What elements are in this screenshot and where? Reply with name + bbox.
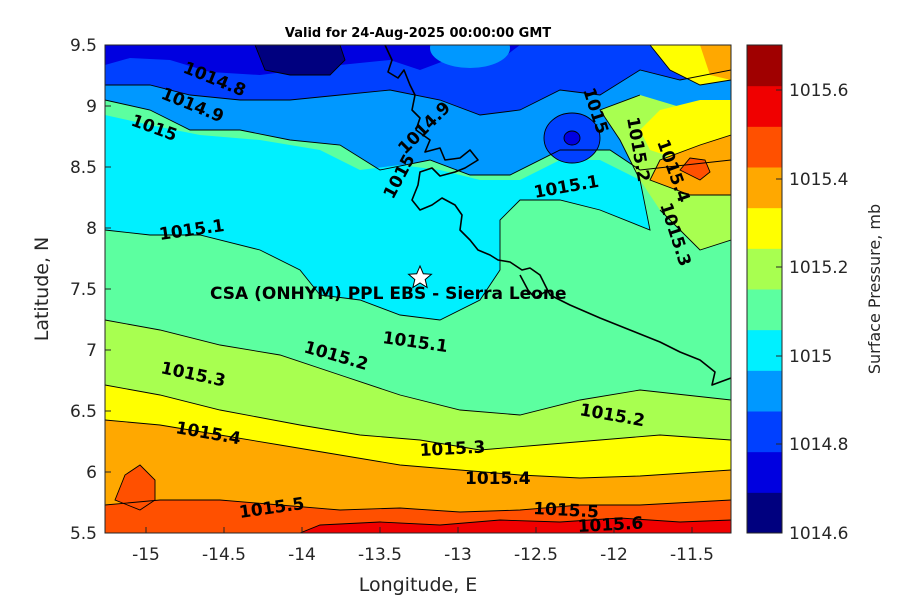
x-tick-label: -13 [444,545,472,565]
band-1015-6 [300,518,731,533]
band-1015-0 [105,115,650,320]
coastline-path [384,45,731,386]
colorbar-tick-label: 1014.8 [789,435,848,455]
low-cell-north [430,45,510,68]
site-star-marker [407,264,433,289]
y-tick-label: 8 [86,219,97,239]
contour-lines [105,45,731,533]
colorbar-swatch [747,85,782,127]
x-tick-label: -14 [288,545,316,565]
x-tick-label: -14.5 [202,545,246,565]
low-cell-core [564,131,580,145]
contour-line [679,157,711,181]
y-tick-label: 8.5 [70,158,97,178]
colorbar-tick-label: 1015.6 [789,81,848,101]
contour-line [105,94,651,321]
contour-line [543,112,601,164]
colorbar-swatch [747,126,782,168]
colorbar-swatch [747,45,782,87]
colorbar: 1015.6 1015.4 1015.2 1015 1014.8 1014.6 … [746,44,884,544]
y-tick-label: 6 [86,463,97,483]
contour-line [105,419,731,479]
colorbar-swatch [747,248,782,290]
y-axis-label: Latitude, N [31,237,53,342]
contour-line [649,45,731,86]
colorbar-tick-label: 1015.4 [789,170,848,190]
contour-field [105,45,731,533]
colorbar-swatch [747,370,782,412]
colorbar-label: Surface Pressure, mb [865,204,884,374]
colorbar-swatch [747,207,782,249]
coastline-path [519,274,546,299]
x-tick-label: -12.5 [514,545,558,565]
contour-label: 1015.4 [465,469,531,489]
x-tick-label: -13.5 [358,545,402,565]
y-tick-label: 7 [86,341,97,361]
site-annotation: CSA (ONHYM) PPL EBS - Sierra Leone [210,284,567,304]
y-tick-label: 9.5 [70,36,97,56]
x-tick-label: -11.5 [670,545,714,565]
colorbar-swatch [747,289,782,331]
y-tick-label: 5.5 [70,524,97,544]
colorbar-frame [746,44,783,534]
colorbar-tick-label: 1015 [789,347,832,367]
contour-line [659,209,731,251]
x-axis-label: Longitude, E [359,574,478,596]
x-tick-label: -15 [132,545,160,565]
figure-title: Valid for 24-Aug-2025 00:00:00 GMT [285,26,551,41]
x-axis: -15 -14.5 -14 -13.5 -13 -12.5 -12 -11.5 … [132,527,714,596]
x-tick-label: -12 [600,545,628,565]
contour-line [254,45,346,76]
colorbar-swatch [747,167,782,209]
band-1015-5-west [115,465,155,510]
contour-line [105,99,731,176]
colorbar-swatch [747,492,782,534]
y-tick-label: 7.5 [70,280,97,300]
colorbar-swatch [747,329,782,371]
coastline [384,45,731,386]
colorbar-swatch [747,411,782,453]
contour-line [114,464,156,511]
contour-line [649,134,731,196]
band-1014-6 [255,45,345,75]
contour-line [105,69,731,116]
contour-label: 1015.6 [577,514,644,537]
contour-line [563,130,581,146]
contour-line [299,517,731,533]
y-axis: 9.5 9 8.5 8 7.5 7 6.5 6 5.5 Latitude, N [31,36,111,544]
contour-label: 1015.5 [533,499,600,522]
contour-label: 1015.3 [419,438,486,461]
contour-line [105,319,731,416]
contour-line [105,384,731,451]
y-tick-label: 9 [86,97,97,117]
colorbar-tick-label: 1015.2 [789,258,848,278]
contour-line [105,499,731,513]
colorbar-tick-label: 1014.6 [789,524,848,544]
y-tick-label: 6.5 [70,402,97,422]
colorbar-swatch [747,451,782,493]
